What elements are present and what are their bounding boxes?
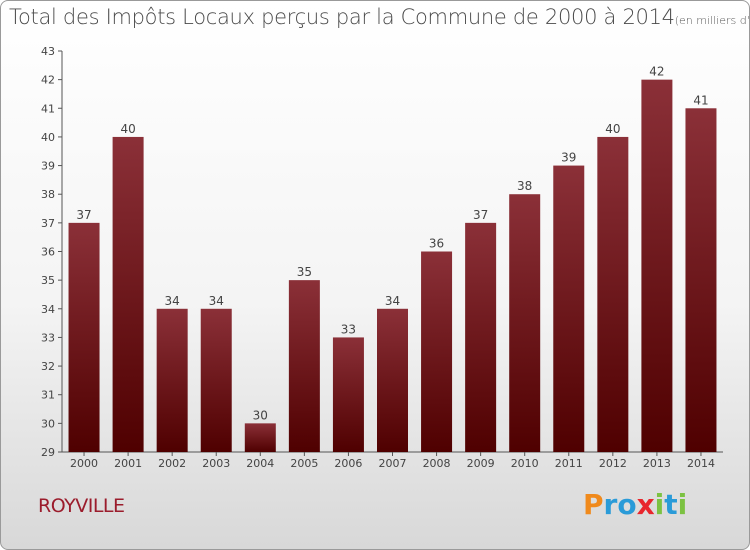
- bar: [332, 337, 364, 452]
- x-tick-label: 2012: [599, 457, 627, 470]
- logo-letter: P: [583, 488, 604, 521]
- x-tick-label: 2010: [511, 457, 539, 470]
- y-tick-label: 36: [41, 246, 55, 259]
- bar: [421, 251, 453, 452]
- y-tick-label: 41: [41, 102, 55, 115]
- x-tick-label: 2014: [687, 457, 715, 470]
- data-label: 35: [297, 265, 312, 279]
- data-label: 34: [385, 294, 400, 308]
- value-labels: 37 40 34 34 30 35 33 34 36 37 38 39 40 42 41: [76, 65, 708, 423]
- data-label: 36: [429, 237, 444, 251]
- y-tick-label: 33: [41, 331, 55, 344]
- proxiti-logo: Proxiti: [583, 488, 687, 521]
- bar: [597, 136, 629, 452]
- data-label: 39: [561, 151, 576, 165]
- data-label: 40: [120, 122, 135, 136]
- x-tick-label: 2009: [467, 457, 495, 470]
- y-tick-label: 39: [41, 160, 55, 173]
- bar: [685, 108, 717, 453]
- y-tick-label: 40: [41, 131, 55, 144]
- logo-letter: i: [677, 488, 688, 521]
- y-tick-label: 34: [41, 303, 55, 316]
- x-tick-label: 2004: [246, 457, 274, 470]
- bar: [200, 308, 232, 452]
- data-label: 42: [649, 65, 664, 79]
- y-tick-label: 37: [41, 217, 55, 230]
- data-label: 34: [165, 294, 180, 308]
- logo-letter: r: [603, 488, 618, 521]
- x-tick-label: 2000: [70, 457, 98, 470]
- x-tick-label: 2007: [379, 457, 407, 470]
- x-tick-label: 2006: [334, 457, 362, 470]
- x-tick-label: 2013: [643, 457, 671, 470]
- commune-name: ROYVILLE: [38, 495, 125, 517]
- bar: [112, 136, 144, 452]
- y-tick-label: 38: [41, 188, 55, 201]
- data-label: 38: [517, 179, 532, 193]
- y-tick-label: 43: [41, 45, 55, 58]
- x-tick-label: 2002: [158, 457, 186, 470]
- data-label: 37: [76, 208, 91, 222]
- data-label: 37: [473, 208, 488, 222]
- x-tick-label: 2003: [202, 457, 230, 470]
- data-label: 33: [341, 322, 356, 336]
- data-label: 40: [605, 122, 620, 136]
- bar: [553, 165, 585, 453]
- bar: [465, 222, 497, 452]
- bars: [68, 79, 717, 453]
- logo-letter: i: [654, 488, 665, 521]
- axes: 29 30 31 32 33 34 35 36 37 38 39 40 41 42 43 2000 2001 20…: [41, 45, 723, 470]
- y-tick-label: 30: [41, 417, 55, 430]
- chart-unit: (en milliers d'€): [674, 14, 750, 27]
- logo-letter: t: [664, 488, 678, 521]
- data-label: 34: [209, 294, 224, 308]
- x-tick-label: 2001: [114, 457, 142, 470]
- chart-title: Total des Impôts Locaux perçus par la Co…: [9, 5, 750, 29]
- data-label: 41: [693, 93, 708, 107]
- y-tick-label: 32: [41, 360, 55, 373]
- data-label: 30: [253, 408, 268, 422]
- y-tick-label: 29: [41, 446, 55, 459]
- bar: [641, 79, 673, 453]
- logo-letter: o: [617, 488, 637, 521]
- x-tick-label: 2005: [290, 457, 318, 470]
- bar: [156, 308, 188, 452]
- bar: [68, 222, 100, 452]
- bar: [377, 308, 408, 452]
- x-tick-label: 2011: [555, 457, 583, 470]
- bar: [288, 280, 320, 452]
- y-tick-label: 35: [41, 274, 55, 287]
- bar: [509, 194, 541, 452]
- x-tick-label: 2008: [423, 457, 451, 470]
- y-tick-label: 31: [41, 389, 55, 402]
- y-tick-label: 42: [41, 74, 55, 87]
- chart-title-text: Total des Impôts Locaux perçus par la Co…: [9, 5, 675, 29]
- bar: [244, 423, 276, 452]
- logo-letter: x: [636, 488, 655, 521]
